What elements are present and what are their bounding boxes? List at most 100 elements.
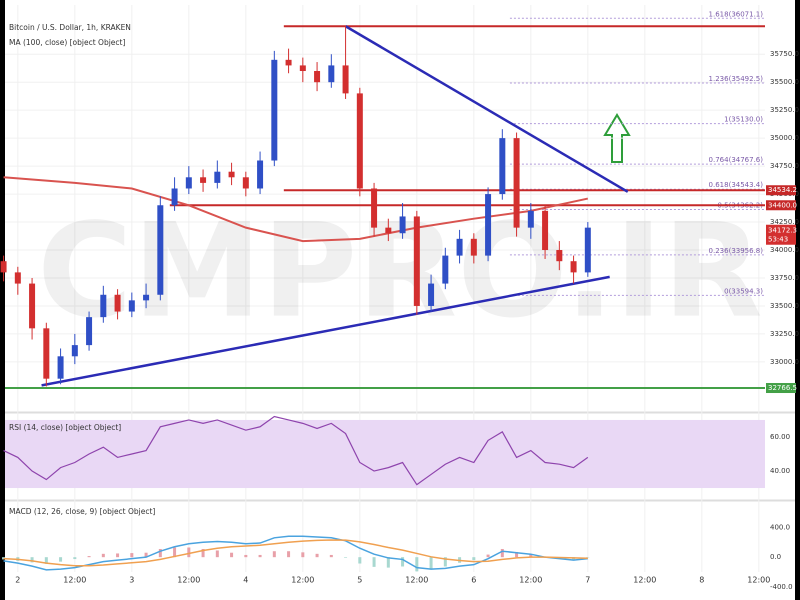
- macd-histogram: [429, 557, 433, 570]
- candle-body: [100, 294, 107, 318]
- candle-body: [556, 250, 563, 262]
- y-tick-label: 400.0: [770, 523, 790, 531]
- y-tick-label: 33750.0: [770, 274, 799, 282]
- macd-histogram: [386, 557, 390, 568]
- trendline: [41, 275, 610, 387]
- rsi-line: [3, 415, 589, 486]
- macd-histogram: [358, 557, 362, 564]
- candle-body: [0, 261, 7, 273]
- chart-title: Bitcoin / U.S. Dollar, 1h, KRAKEN: [9, 23, 131, 32]
- candle-body: [442, 255, 449, 284]
- candle-body: [128, 300, 135, 312]
- y-tick-label: 60.00: [770, 433, 790, 441]
- pane-separator: [5, 411, 795, 414]
- fib-label: 1(35130.0): [724, 116, 763, 124]
- macd-histogram: [401, 557, 405, 567]
- candle-body: [356, 93, 363, 189]
- macd-histogram: [215, 550, 219, 558]
- candle-body: [299, 65, 306, 72]
- candle-body: [200, 177, 207, 183]
- candle-body: [114, 294, 121, 312]
- macd-histogram: [529, 554, 533, 558]
- candle-body: [171, 188, 178, 206]
- candle-body: [43, 328, 50, 379]
- macd-histogram: [30, 557, 34, 563]
- arrow-up: [603, 113, 631, 163]
- y-tick-label: 35000.0: [770, 134, 799, 142]
- macd-histogram: [87, 556, 91, 558]
- macd-histogram: [372, 557, 376, 567]
- macd-label: MACD (12, 26, close, 9) [object Object]: [9, 507, 155, 516]
- rsi-label: RSI (14, close) [object Object]: [9, 423, 121, 432]
- price-tag: [766, 200, 796, 211]
- macd-histogram: [173, 547, 177, 558]
- y-tick-label: 40.00: [770, 467, 790, 475]
- candle-body: [428, 283, 435, 306]
- macd-histogram: [344, 557, 348, 558]
- y-tick-label: 0.0: [770, 553, 781, 561]
- candle-body: [214, 171, 221, 183]
- y-tick-label: 35250.0: [770, 106, 799, 114]
- candle-body: [385, 227, 392, 234]
- x-tick-label: 4: [243, 576, 248, 585]
- x-tick-label: 3: [129, 576, 134, 585]
- candle-body: [399, 216, 406, 234]
- y-tick-label: 34000.0: [770, 246, 799, 254]
- x-tick-label: 12:00: [405, 576, 428, 585]
- pane-separator: [5, 499, 795, 502]
- x-tick-label: 6: [471, 576, 476, 585]
- macd-histogram: [315, 553, 319, 558]
- macd-histogram: [415, 557, 419, 572]
- candle-body: [456, 238, 463, 256]
- macd-line: [3, 535, 588, 571]
- price-tag-label: 34400.0: [768, 201, 797, 209]
- fib-label: 1.236(35492.5): [709, 75, 764, 83]
- macd-histogram: [187, 547, 191, 558]
- candle-body: [242, 177, 249, 189]
- candle-body: [584, 227, 591, 273]
- candle-body: [328, 65, 335, 83]
- x-tick-label: 5: [357, 576, 362, 585]
- candle-body: [485, 194, 492, 256]
- macd-histogram: [158, 548, 162, 558]
- macd-histogram: [258, 554, 262, 558]
- candle-body: [499, 138, 506, 195]
- macd-histogram: [230, 552, 234, 558]
- trendline: [344, 25, 629, 193]
- macd-histogram: [130, 553, 134, 558]
- y-tick-label: 33250.0: [770, 330, 799, 338]
- macd-histogram: [287, 551, 291, 558]
- fib-label: 0.236(33956.8): [709, 247, 764, 255]
- candle-body: [57, 356, 64, 379]
- y-tick-label: -400.0: [770, 583, 793, 591]
- macd-histogram: [329, 554, 333, 558]
- macd-line: [3, 539, 588, 567]
- current-price: 34172.3: [768, 227, 797, 235]
- price-tag-label: 34534.2: [768, 186, 797, 194]
- candle-body: [271, 59, 278, 161]
- candle-body: [157, 205, 164, 295]
- price-tag: [766, 383, 796, 394]
- macd-histogram: [272, 551, 276, 558]
- x-tick-label: 12:00: [63, 576, 86, 585]
- macd-histogram: [486, 554, 490, 558]
- candle-body: [86, 317, 93, 346]
- macd-histogram: [144, 552, 148, 558]
- candle-body: [257, 160, 264, 189]
- macd-histogram: [44, 557, 48, 564]
- y-tick-label: 33000.0: [770, 358, 799, 366]
- candle-body: [14, 272, 21, 284]
- price-tag: [766, 185, 796, 196]
- candle-body: [342, 65, 349, 94]
- fib-label: 1.618(36071.1): [709, 10, 764, 18]
- macd-histogram: [443, 557, 447, 567]
- y-tick-label: 34750.0: [770, 162, 799, 170]
- candle-body: [413, 216, 420, 306]
- candle-body: [527, 210, 534, 228]
- x-tick-label: 2: [15, 576, 20, 585]
- ma-label: MA (100, close) [object Object]: [9, 38, 125, 47]
- candle-body: [228, 171, 235, 178]
- macd-histogram: [301, 552, 305, 558]
